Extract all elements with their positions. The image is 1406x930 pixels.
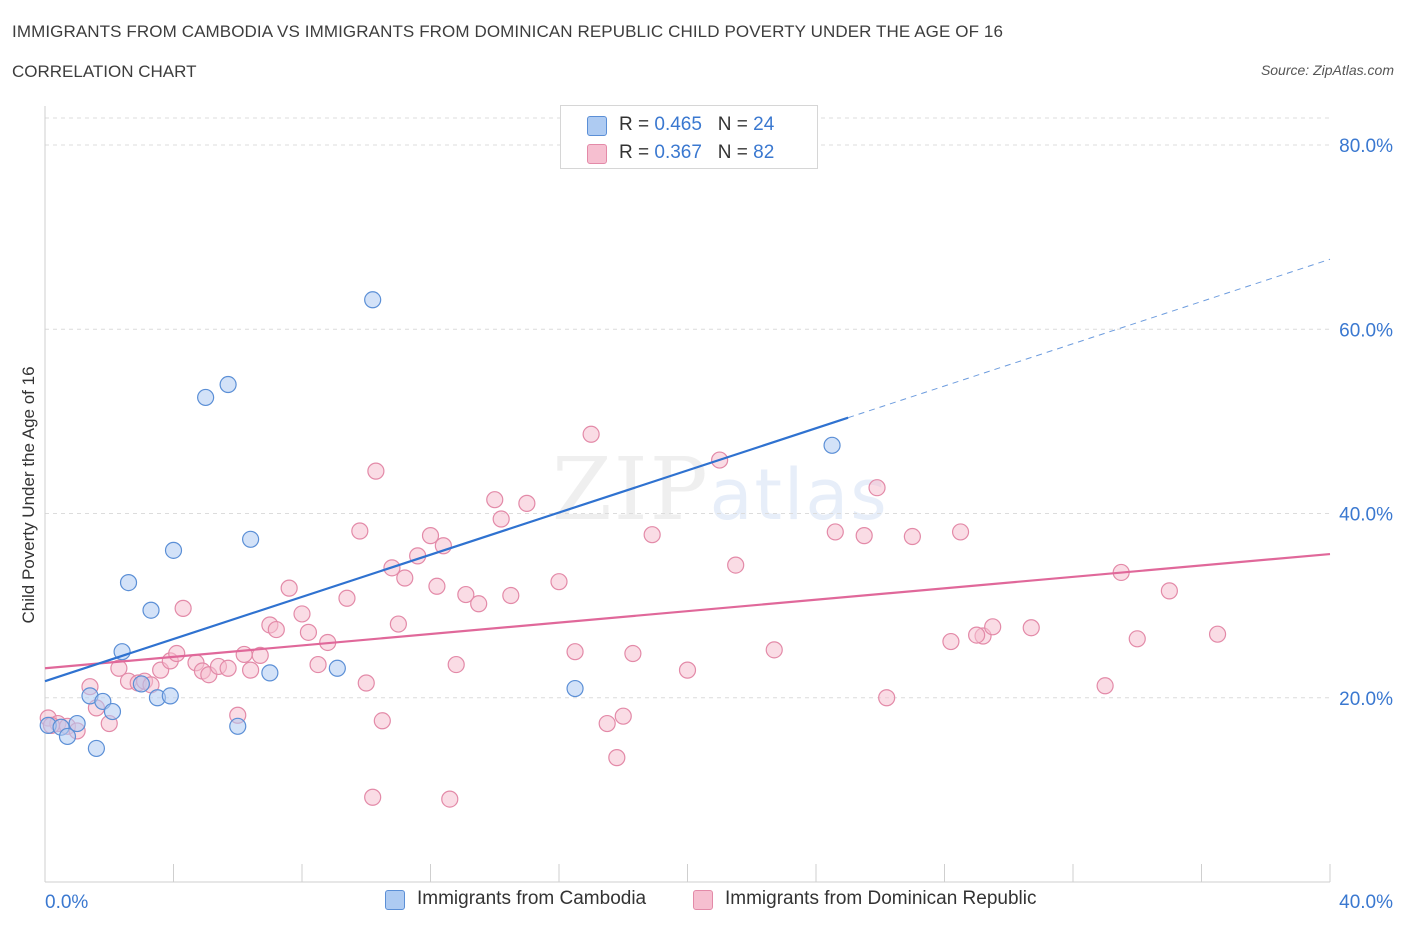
dominican-point [598, 714, 616, 733]
dominican-swatch [587, 144, 607, 164]
dominican-point [396, 569, 414, 587]
cambodia-point [566, 679, 584, 698]
dominican-legend-swatch [693, 890, 713, 910]
y-tick-label: 60.0% [1339, 320, 1393, 341]
chart-title: IMMIGRANTS FROM CAMBODIA VS IMMIGRANTS F… [12, 22, 1004, 41]
cambodia-swatch [587, 116, 607, 136]
legend-label-cambodia: Immigrants from Cambodia [417, 888, 647, 909]
dominican-point [293, 605, 311, 623]
y-tick-label: 80.0% [1339, 136, 1393, 157]
cambodia-point [364, 291, 382, 309]
dominican-point [1096, 677, 1114, 695]
dominican-point [280, 579, 298, 597]
dominican-point [421, 527, 440, 545]
cambodia-point [119, 573, 138, 592]
dominican-point [678, 661, 697, 679]
dominican-point [219, 659, 237, 677]
dominican-point [582, 425, 600, 443]
dominican-trendline [44, 552, 1331, 670]
dominican-point [1160, 582, 1178, 600]
dominican-point [110, 659, 128, 677]
dominican-point [984, 618, 1002, 636]
cambodia-point [261, 664, 279, 682]
cambodia-point [142, 601, 160, 619]
cambodia-point [328, 659, 346, 677]
x-tick-label: 40.0% [1339, 892, 1393, 913]
dominican-point [502, 586, 520, 605]
dominican-point [765, 641, 783, 659]
dominican-point [364, 788, 382, 806]
dominican-point [235, 645, 253, 664]
dominican-point [447, 655, 465, 674]
dominican-point [951, 523, 970, 541]
y-tick-label: 40.0% [1339, 505, 1393, 526]
dominican-point [968, 626, 986, 644]
dominican-point [299, 623, 318, 641]
cambodia-trendline [44, 416, 849, 683]
cambodia-point [132, 675, 150, 693]
dominican-point [357, 674, 375, 692]
cambodia-point [164, 541, 183, 559]
x-tick-label: 0.0% [45, 892, 88, 913]
dominican-point [903, 527, 921, 546]
source-credit: Source: ZipAtlas.com [1260, 62, 1394, 78]
legend-label-dominican: Immigrants from Dominican Republic [725, 888, 1037, 909]
dominican-point [309, 655, 327, 674]
dominican-point [826, 523, 844, 541]
dominican-point [457, 585, 475, 604]
dominican-point [608, 749, 626, 767]
dominican-point [1022, 619, 1040, 637]
dominican-point [470, 595, 488, 613]
cambodia-point [68, 714, 86, 733]
cambodia-point [161, 687, 179, 705]
dominican-point [267, 620, 285, 639]
dominican-point [251, 646, 269, 664]
cambodia-point [197, 388, 215, 407]
cambodia-point [103, 702, 122, 721]
dominican-point [367, 462, 385, 480]
dominican-point [1128, 630, 1146, 648]
stats-legend-label: R = 0.367 N = 82 [619, 142, 775, 163]
dominican-point [855, 527, 873, 545]
watermark-atlas: atlas [709, 454, 889, 536]
dominican-point [174, 599, 192, 617]
dominican-point [614, 707, 632, 725]
dominican-point [868, 479, 886, 497]
dominican-point [338, 589, 356, 607]
dominican-point [518, 494, 536, 512]
dominican-point [373, 712, 391, 730]
y-axis-label: Child Poverty Under the Age of 16 [19, 366, 38, 623]
dominican-point [441, 790, 459, 808]
cambodia-point [219, 375, 237, 394]
stats-legend: R = 0.465 N = 24 R = 0.367 N = 82 [560, 105, 818, 169]
cambodia-legend-swatch [385, 890, 405, 910]
dominican-point [486, 491, 504, 509]
dominican-point [492, 510, 510, 528]
dominican-point [351, 522, 369, 540]
dominican-point [168, 644, 186, 663]
dominican-point [942, 632, 960, 651]
cambodia-point [229, 717, 247, 735]
y-tick-label: 20.0% [1339, 689, 1393, 710]
cambodia-point [58, 727, 77, 746]
chart-subtitle: CORRELATION CHART [12, 62, 197, 81]
dominican-point [242, 661, 260, 679]
stats-legend-label: R = 0.465 N = 24 [619, 114, 775, 135]
dominican-point [727, 556, 745, 574]
dominican-point [566, 643, 584, 661]
dominican-point [643, 526, 661, 544]
cambodia-point [242, 530, 260, 548]
dominican-point [878, 689, 896, 707]
dominican-point [389, 615, 407, 633]
dominican-point [550, 573, 568, 591]
cambodia-point [823, 436, 841, 454]
dominican-point [624, 644, 642, 663]
cambodia-point [87, 739, 106, 758]
dominican-point [1208, 625, 1227, 643]
cambodia-trendline-extension [847, 258, 1331, 419]
dominican-point [428, 577, 446, 595]
series-legend: Immigrants from Cambodia Immigrants from… [0, 887, 1406, 915]
